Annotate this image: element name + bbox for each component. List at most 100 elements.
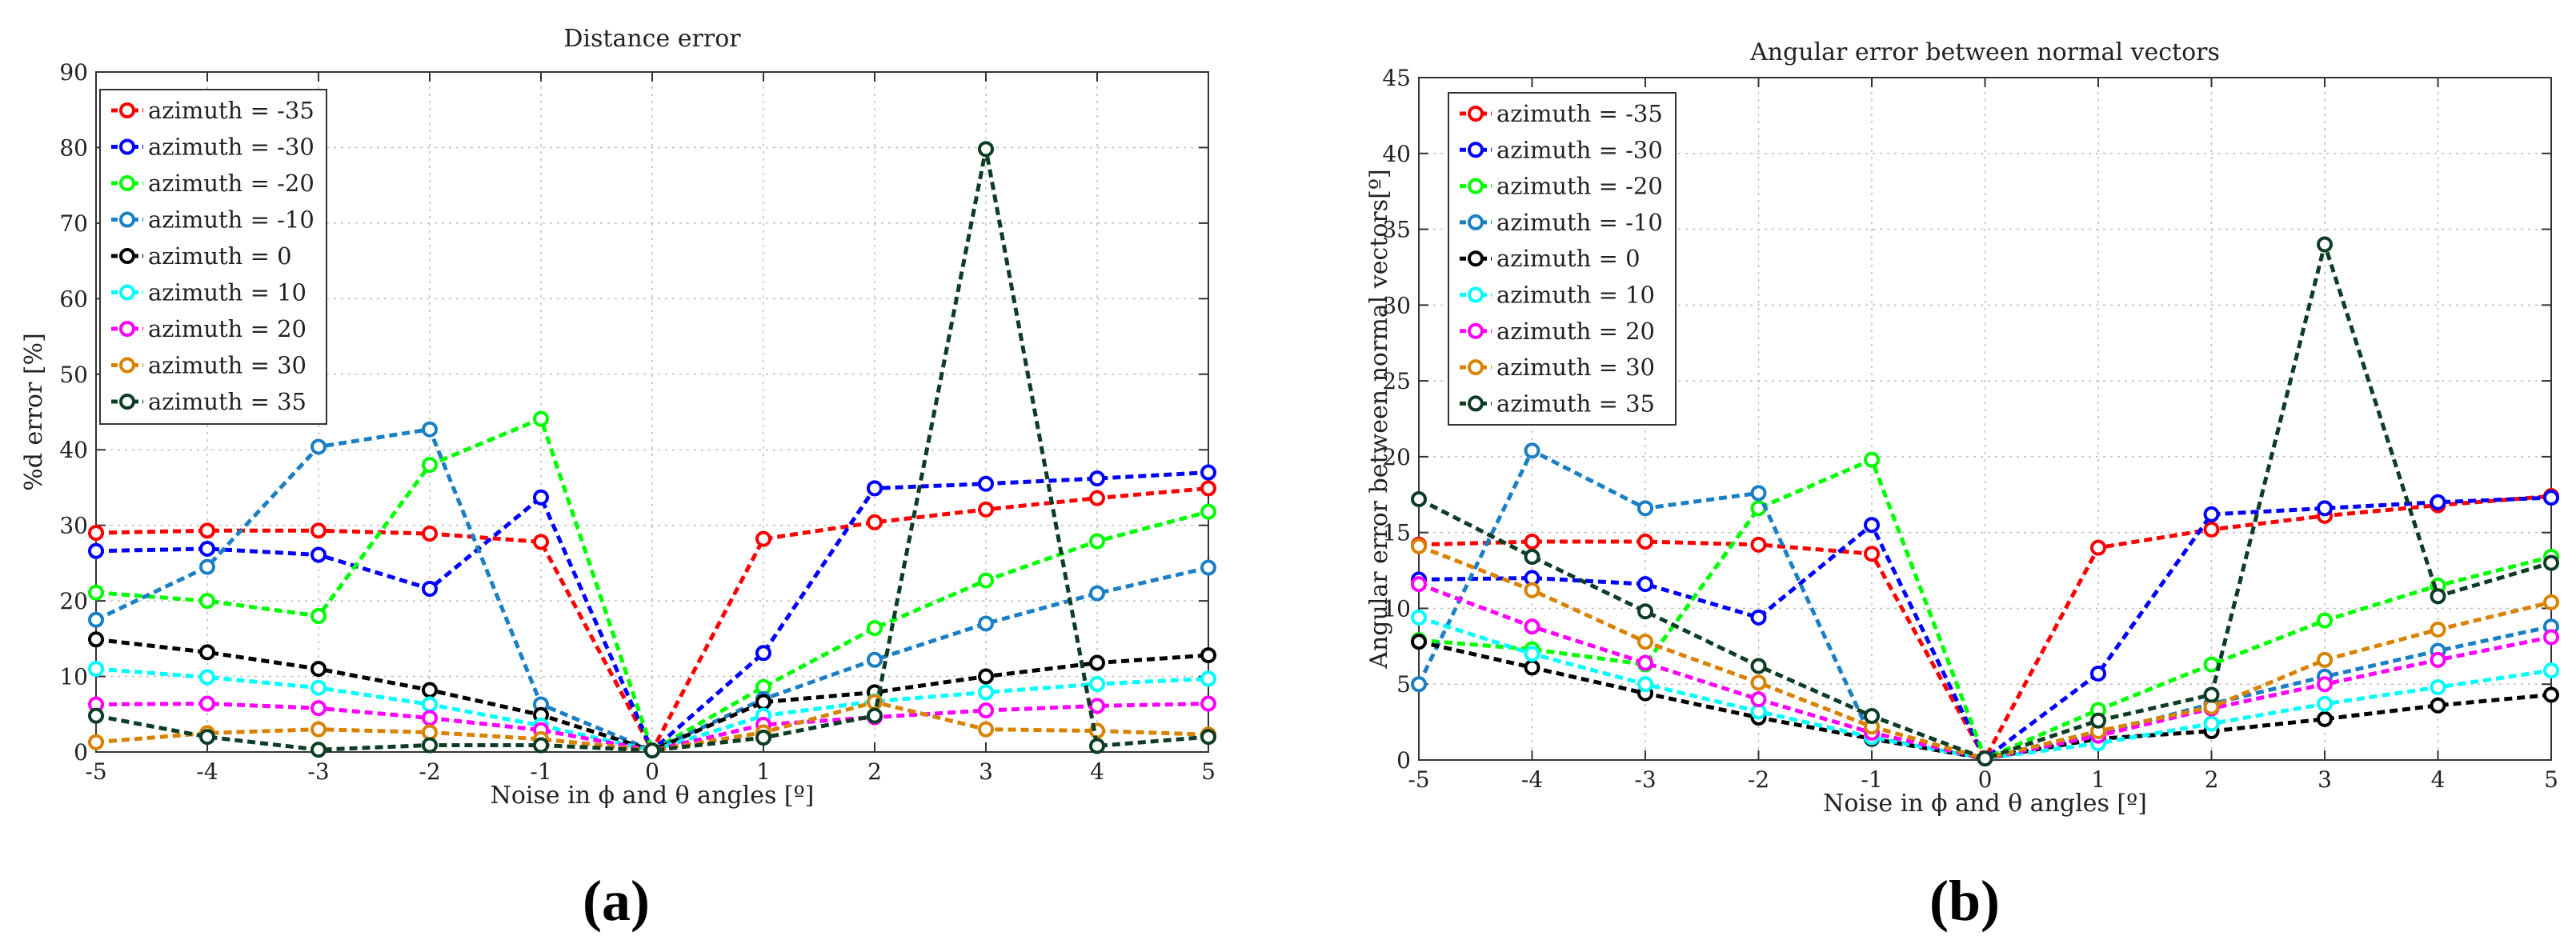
y-tick-label: 10 <box>59 664 88 690</box>
data-point <box>199 729 215 746</box>
legend-label: azimuth = -10 <box>148 206 314 234</box>
y-tick-label: 50 <box>59 362 88 388</box>
legend-swatch-marker <box>119 248 135 264</box>
data-point <box>1200 729 1216 746</box>
data-point <box>2543 662 2559 679</box>
x-tick-label: -4 <box>1521 766 1543 793</box>
data-point <box>2317 236 2333 253</box>
data-point <box>2543 594 2559 610</box>
y-tick-label: 35 <box>1382 217 1411 243</box>
data-point <box>310 721 327 738</box>
x-tick-label: 1 <box>2091 766 2105 793</box>
data-point <box>1750 674 1767 691</box>
data-point <box>1200 559 1216 576</box>
data-point <box>755 694 771 710</box>
data-point <box>1411 676 1427 693</box>
x-tick-label: 2 <box>2205 766 2219 793</box>
data-point <box>1524 442 1540 459</box>
data-point <box>310 661 327 678</box>
legend-label: azimuth = 20 <box>148 315 306 342</box>
data-point <box>422 710 438 726</box>
data-point <box>2317 612 2333 629</box>
data-point <box>88 734 104 750</box>
chart-panel-b: -5 -4 -3 -2 -1 0 1 2 3 4 5051015202530354045Angula… <box>1365 38 2559 933</box>
series-line <box>1418 494 2552 761</box>
legend-swatch-marker <box>119 357 135 374</box>
data-point <box>1637 576 1653 593</box>
data-point <box>978 475 994 492</box>
data-point <box>1637 654 1653 671</box>
panel-label: (b) <box>1929 869 2000 933</box>
data-point <box>1411 634 1427 650</box>
x-tick-label: -3 <box>1634 766 1656 793</box>
legend-label: azimuth = -30 <box>1496 136 1663 163</box>
y-axis-label: %d error [%] <box>20 333 48 491</box>
legend-swatch-marker <box>1468 214 1484 230</box>
x-tick-label: 0 <box>645 758 659 785</box>
legend-label: azimuth = 20 <box>1496 318 1655 345</box>
data-point <box>1524 548 1540 565</box>
data-point <box>310 438 327 455</box>
data-point <box>2317 710 2333 727</box>
series-line <box>95 146 1209 753</box>
legend-label: azimuth = 10 <box>1496 282 1655 309</box>
data-point <box>978 141 994 158</box>
x-tick-label: -5 <box>1408 766 1429 793</box>
data-point <box>1089 698 1105 714</box>
data-point <box>310 742 327 758</box>
data-point <box>1750 658 1767 674</box>
y-tick-label: 70 <box>59 210 88 237</box>
data-point <box>1411 538 1427 554</box>
data-point <box>1750 691 1767 708</box>
data-point <box>1524 618 1540 635</box>
series-line <box>94 427 1209 753</box>
data-point <box>978 615 994 632</box>
data-point <box>88 631 104 648</box>
legend-label: azimuth = 30 <box>1496 354 1655 381</box>
x-tick-label: 2 <box>867 758 882 785</box>
data-point <box>1977 750 1993 767</box>
data-point <box>1637 534 1653 550</box>
x-tick-label: 1 <box>756 758 771 785</box>
data-point <box>88 707 104 724</box>
legend-swatch-marker <box>1468 286 1484 303</box>
y-tick-label: 30 <box>1382 292 1411 318</box>
data-point <box>1200 464 1216 481</box>
data-point <box>422 696 438 713</box>
data-point <box>1524 582 1540 598</box>
legend-label: azimuth = 0 <box>148 242 292 270</box>
data-point <box>2430 621 2446 638</box>
data-point <box>422 526 438 542</box>
data-point <box>199 558 215 575</box>
data-point <box>1089 654 1105 671</box>
data-point <box>1864 451 1880 468</box>
data-point <box>533 534 549 550</box>
y-tick-label: 40 <box>1382 141 1411 167</box>
y-tick-label: 60 <box>59 286 88 312</box>
x-tick-label: -1 <box>1861 766 1882 793</box>
y-tick-label: 0 <box>74 739 88 766</box>
legend-swatch-marker <box>119 102 135 118</box>
data-point <box>1089 490 1105 506</box>
y-tick-label: 30 <box>59 513 88 539</box>
data-point <box>2203 506 2220 522</box>
data-point <box>533 489 549 506</box>
legend-swatch-marker <box>1468 178 1484 194</box>
data-point <box>199 540 215 557</box>
data-point <box>978 572 994 589</box>
legend-label: azimuth = -10 <box>1496 209 1663 236</box>
legend-label: azimuth = -20 <box>1496 173 1663 200</box>
data-point <box>1200 647 1216 664</box>
data-point <box>1089 676 1105 692</box>
data-point <box>422 737 438 754</box>
y-tick-label: 80 <box>59 134 88 161</box>
data-point <box>1089 470 1105 487</box>
data-point <box>88 542 104 559</box>
y-axis-label: Angular error between normal vectors[º] <box>1365 169 1393 669</box>
legend-label: azimuth = 30 <box>148 352 306 379</box>
y-tick-label: 25 <box>1382 368 1411 394</box>
data-point <box>755 645 771 662</box>
data-point <box>199 522 215 539</box>
legend-label: azimuth = 35 <box>148 388 306 415</box>
